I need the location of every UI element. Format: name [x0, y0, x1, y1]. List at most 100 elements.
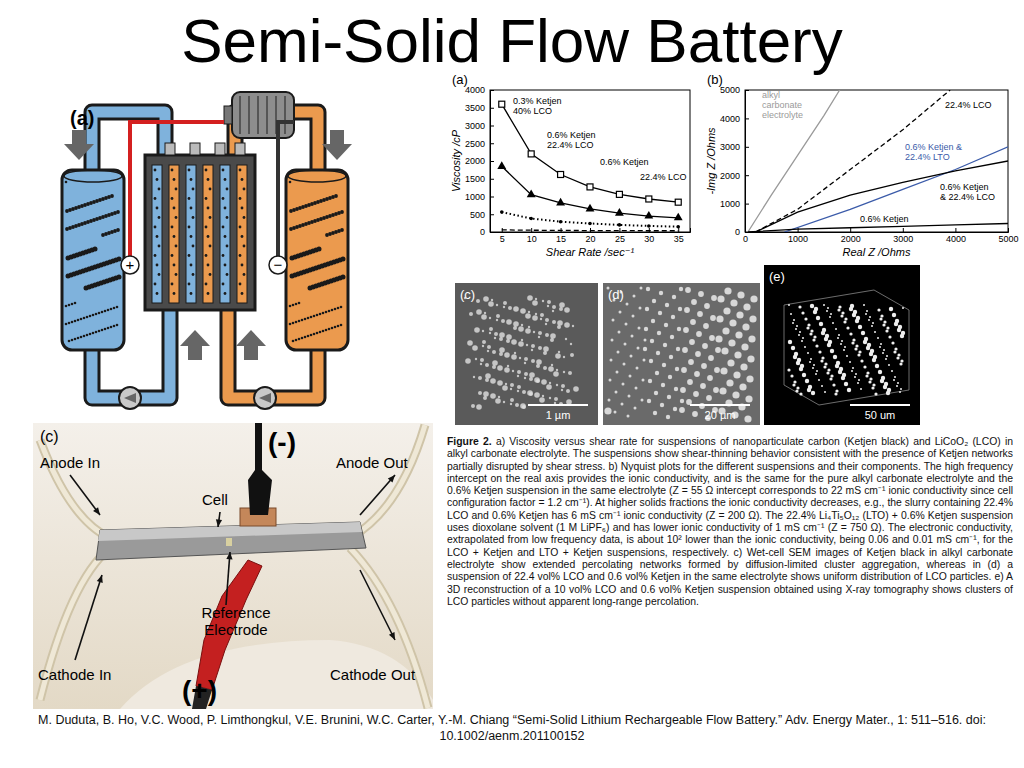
particle	[679, 287, 683, 291]
data-point	[616, 191, 622, 197]
particle	[728, 339, 735, 346]
particle	[545, 333, 549, 337]
particle	[517, 390, 519, 392]
particle	[331, 327, 334, 330]
particle	[547, 305, 549, 307]
particle	[682, 347, 688, 353]
particle	[188, 283, 191, 286]
particle	[489, 332, 491, 334]
particle	[747, 355, 754, 362]
particle	[207, 178, 210, 181]
particle	[289, 181, 292, 184]
particle	[86, 334, 89, 337]
particle	[748, 335, 755, 342]
particle	[820, 359, 823, 362]
particle	[680, 387, 686, 393]
flow-diagram: +−(a)	[62, 92, 352, 409]
particle	[83, 317, 86, 320]
particle	[671, 315, 675, 319]
particle	[469, 312, 473, 316]
panel-label: (c)	[460, 287, 475, 302]
particle	[615, 391, 618, 394]
particle	[513, 321, 519, 327]
x-tick-label: 0	[743, 234, 748, 244]
particle	[328, 310, 331, 313]
label-arrow	[360, 475, 395, 515]
particle	[472, 345, 478, 351]
particle	[629, 375, 632, 378]
particle	[476, 309, 482, 315]
particle	[110, 326, 113, 329]
particle	[563, 371, 565, 373]
particle	[341, 257, 346, 262]
y-tick-label: 0	[735, 227, 740, 237]
plot-frame	[745, 90, 1008, 232]
label-arrowhead	[226, 552, 232, 560]
y-tick-label: 1000	[720, 199, 740, 209]
x-tick-label: 3000	[893, 234, 913, 244]
particle	[835, 364, 839, 368]
particle	[506, 319, 512, 325]
particle	[623, 363, 626, 366]
y-tick-mark	[490, 197, 494, 198]
particle	[792, 322, 794, 324]
particle	[525, 313, 531, 319]
x-tick: 4000	[946, 228, 966, 244]
particle	[292, 340, 295, 343]
terminal-symbol	[269, 256, 287, 274]
terminal-symbol	[121, 256, 139, 274]
particle	[241, 235, 244, 238]
particle	[869, 377, 872, 380]
series-label: 22.4% LCO	[640, 172, 687, 182]
particle	[900, 388, 902, 390]
particle	[835, 328, 837, 330]
x-tick-label: 25	[615, 234, 625, 244]
particle	[116, 324, 119, 327]
particle	[239, 254, 242, 257]
cell-channel	[203, 165, 213, 303]
particle	[830, 349, 834, 353]
particle	[517, 385, 521, 389]
particle	[860, 359, 863, 362]
particle	[896, 356, 899, 359]
particle	[621, 403, 624, 406]
particle	[524, 372, 528, 376]
particle	[340, 306, 343, 309]
pump	[254, 387, 276, 409]
particle	[209, 216, 212, 219]
particle	[804, 346, 806, 348]
wire-positive	[130, 122, 224, 256]
particle	[810, 358, 812, 360]
particle	[538, 331, 542, 335]
particle	[522, 405, 526, 409]
particle	[801, 340, 803, 342]
particle	[175, 216, 178, 219]
particle	[807, 388, 811, 392]
particle	[243, 273, 246, 276]
y-tick-mark	[745, 175, 749, 176]
flow-arrow	[64, 130, 94, 160]
particle	[325, 311, 328, 314]
particle	[552, 310, 554, 312]
particle	[110, 194, 114, 198]
particle	[858, 325, 862, 329]
particle	[205, 254, 208, 257]
particle	[113, 325, 116, 328]
particle	[667, 395, 671, 399]
series-line	[756, 90, 951, 232]
particle	[539, 397, 545, 403]
particle	[511, 339, 517, 345]
cathode-in-label: Cathode In	[38, 666, 111, 683]
particle	[662, 363, 666, 367]
data-point	[497, 161, 506, 169]
particle	[863, 304, 865, 306]
particle	[788, 304, 790, 306]
particle	[684, 307, 690, 313]
particle	[849, 332, 852, 335]
particle	[846, 355, 848, 357]
particle	[693, 391, 699, 397]
particle	[687, 379, 693, 385]
particle	[497, 365, 503, 371]
particle	[882, 323, 885, 326]
pump	[119, 387, 141, 409]
